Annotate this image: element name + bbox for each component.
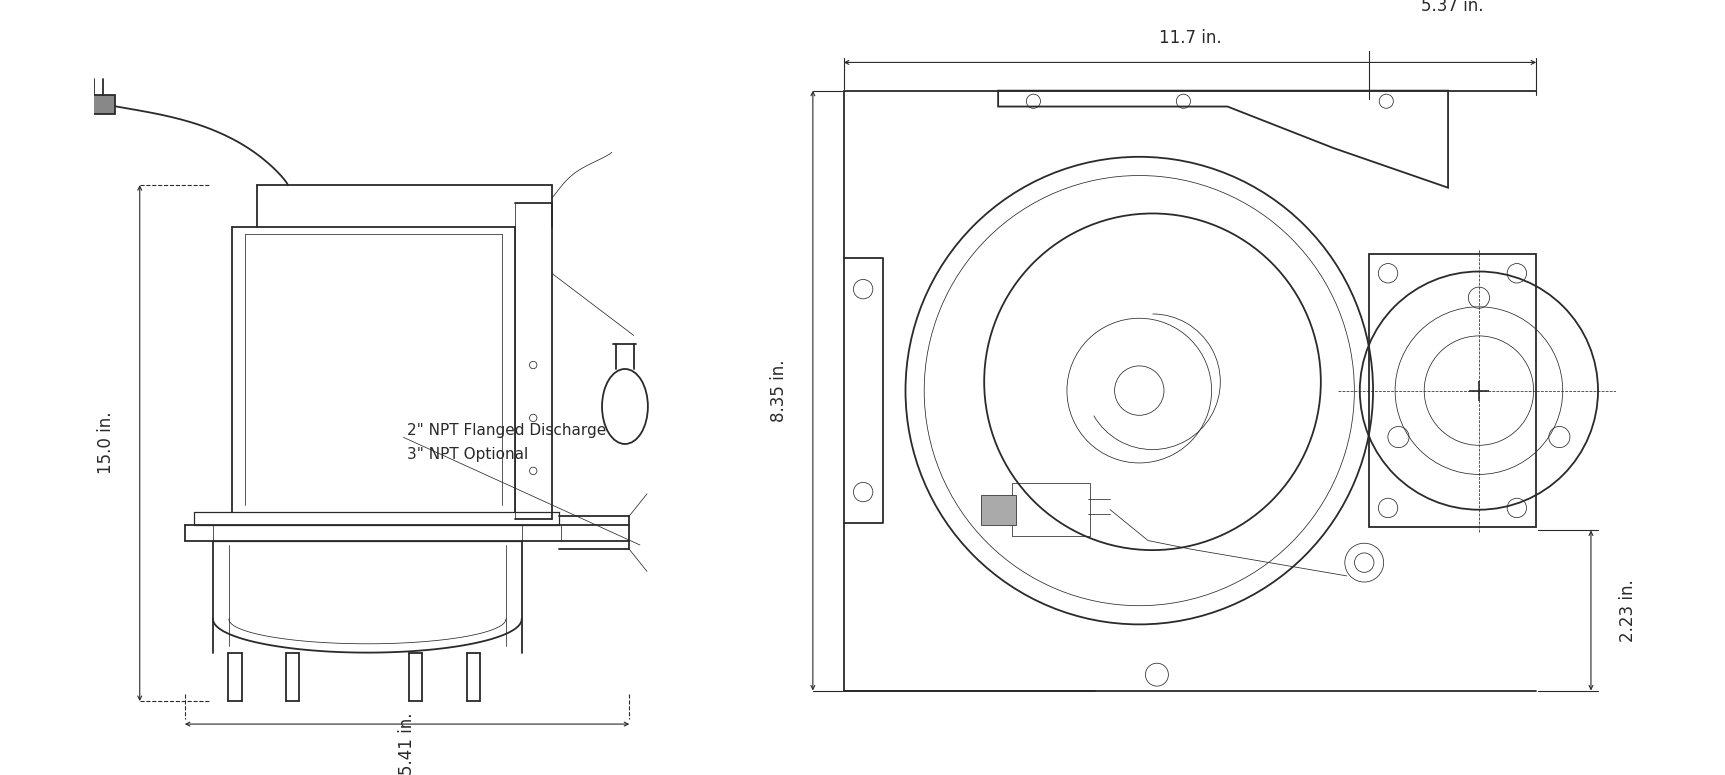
FancyBboxPatch shape: [982, 494, 1016, 525]
Bar: [86, 95, 116, 115]
Text: 15.0 in.: 15.0 in.: [97, 412, 116, 474]
Text: 2.23 in.: 2.23 in.: [1620, 579, 1637, 642]
Text: 2" NPT Flanged Discharge: 2" NPT Flanged Discharge: [407, 423, 605, 438]
Text: 11.7 in.: 11.7 in.: [1159, 29, 1221, 46]
Text: 5.37 in.: 5.37 in.: [1421, 0, 1484, 15]
Text: 5.41 in.: 5.41 in.: [398, 712, 416, 775]
Text: 3" NPT Optional: 3" NPT Optional: [407, 446, 528, 462]
Text: 8.35 in.: 8.35 in.: [771, 360, 788, 422]
Bar: [1368, 254, 1537, 527]
